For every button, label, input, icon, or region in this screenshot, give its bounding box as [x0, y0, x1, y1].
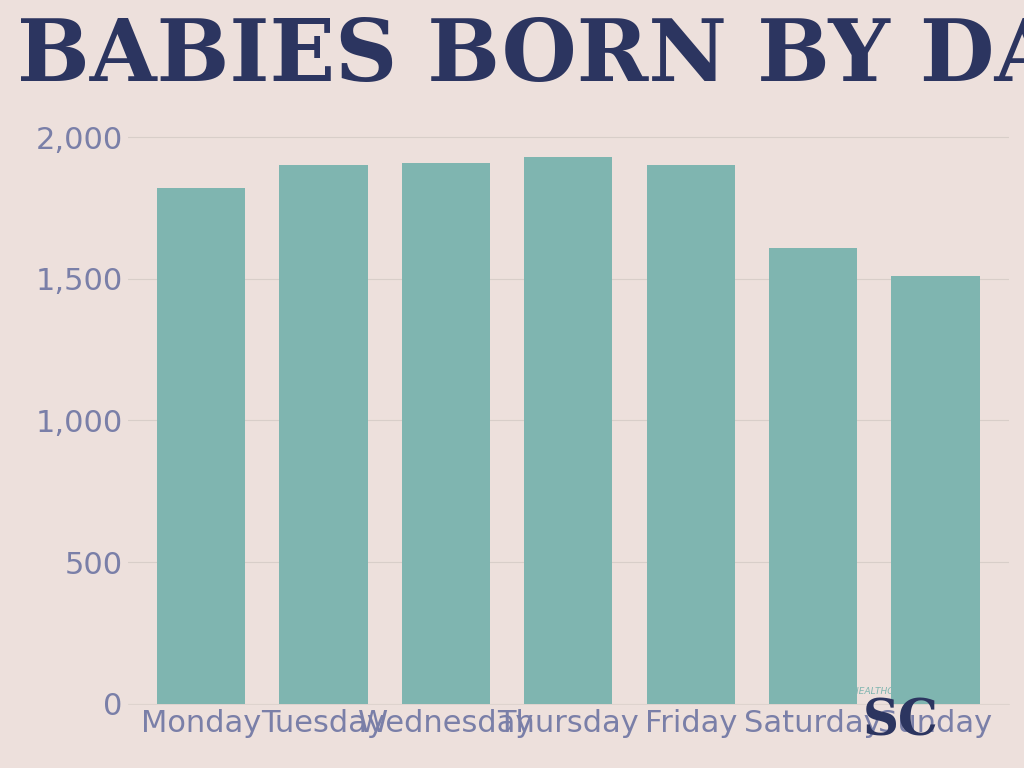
Bar	[524, 157, 612, 703]
Bar	[769, 247, 857, 703]
Bar	[646, 165, 735, 703]
Bar	[401, 163, 489, 703]
Bar	[157, 188, 245, 703]
Bar	[280, 165, 368, 703]
Bar	[892, 276, 980, 703]
Title: BABIES BORN BY DAY: BABIES BORN BY DAY	[17, 15, 1024, 99]
Text: SC: SC	[863, 697, 939, 746]
Text: HEALTHCARE REIMAG: HEALTHCARE REIMAG	[852, 687, 950, 696]
